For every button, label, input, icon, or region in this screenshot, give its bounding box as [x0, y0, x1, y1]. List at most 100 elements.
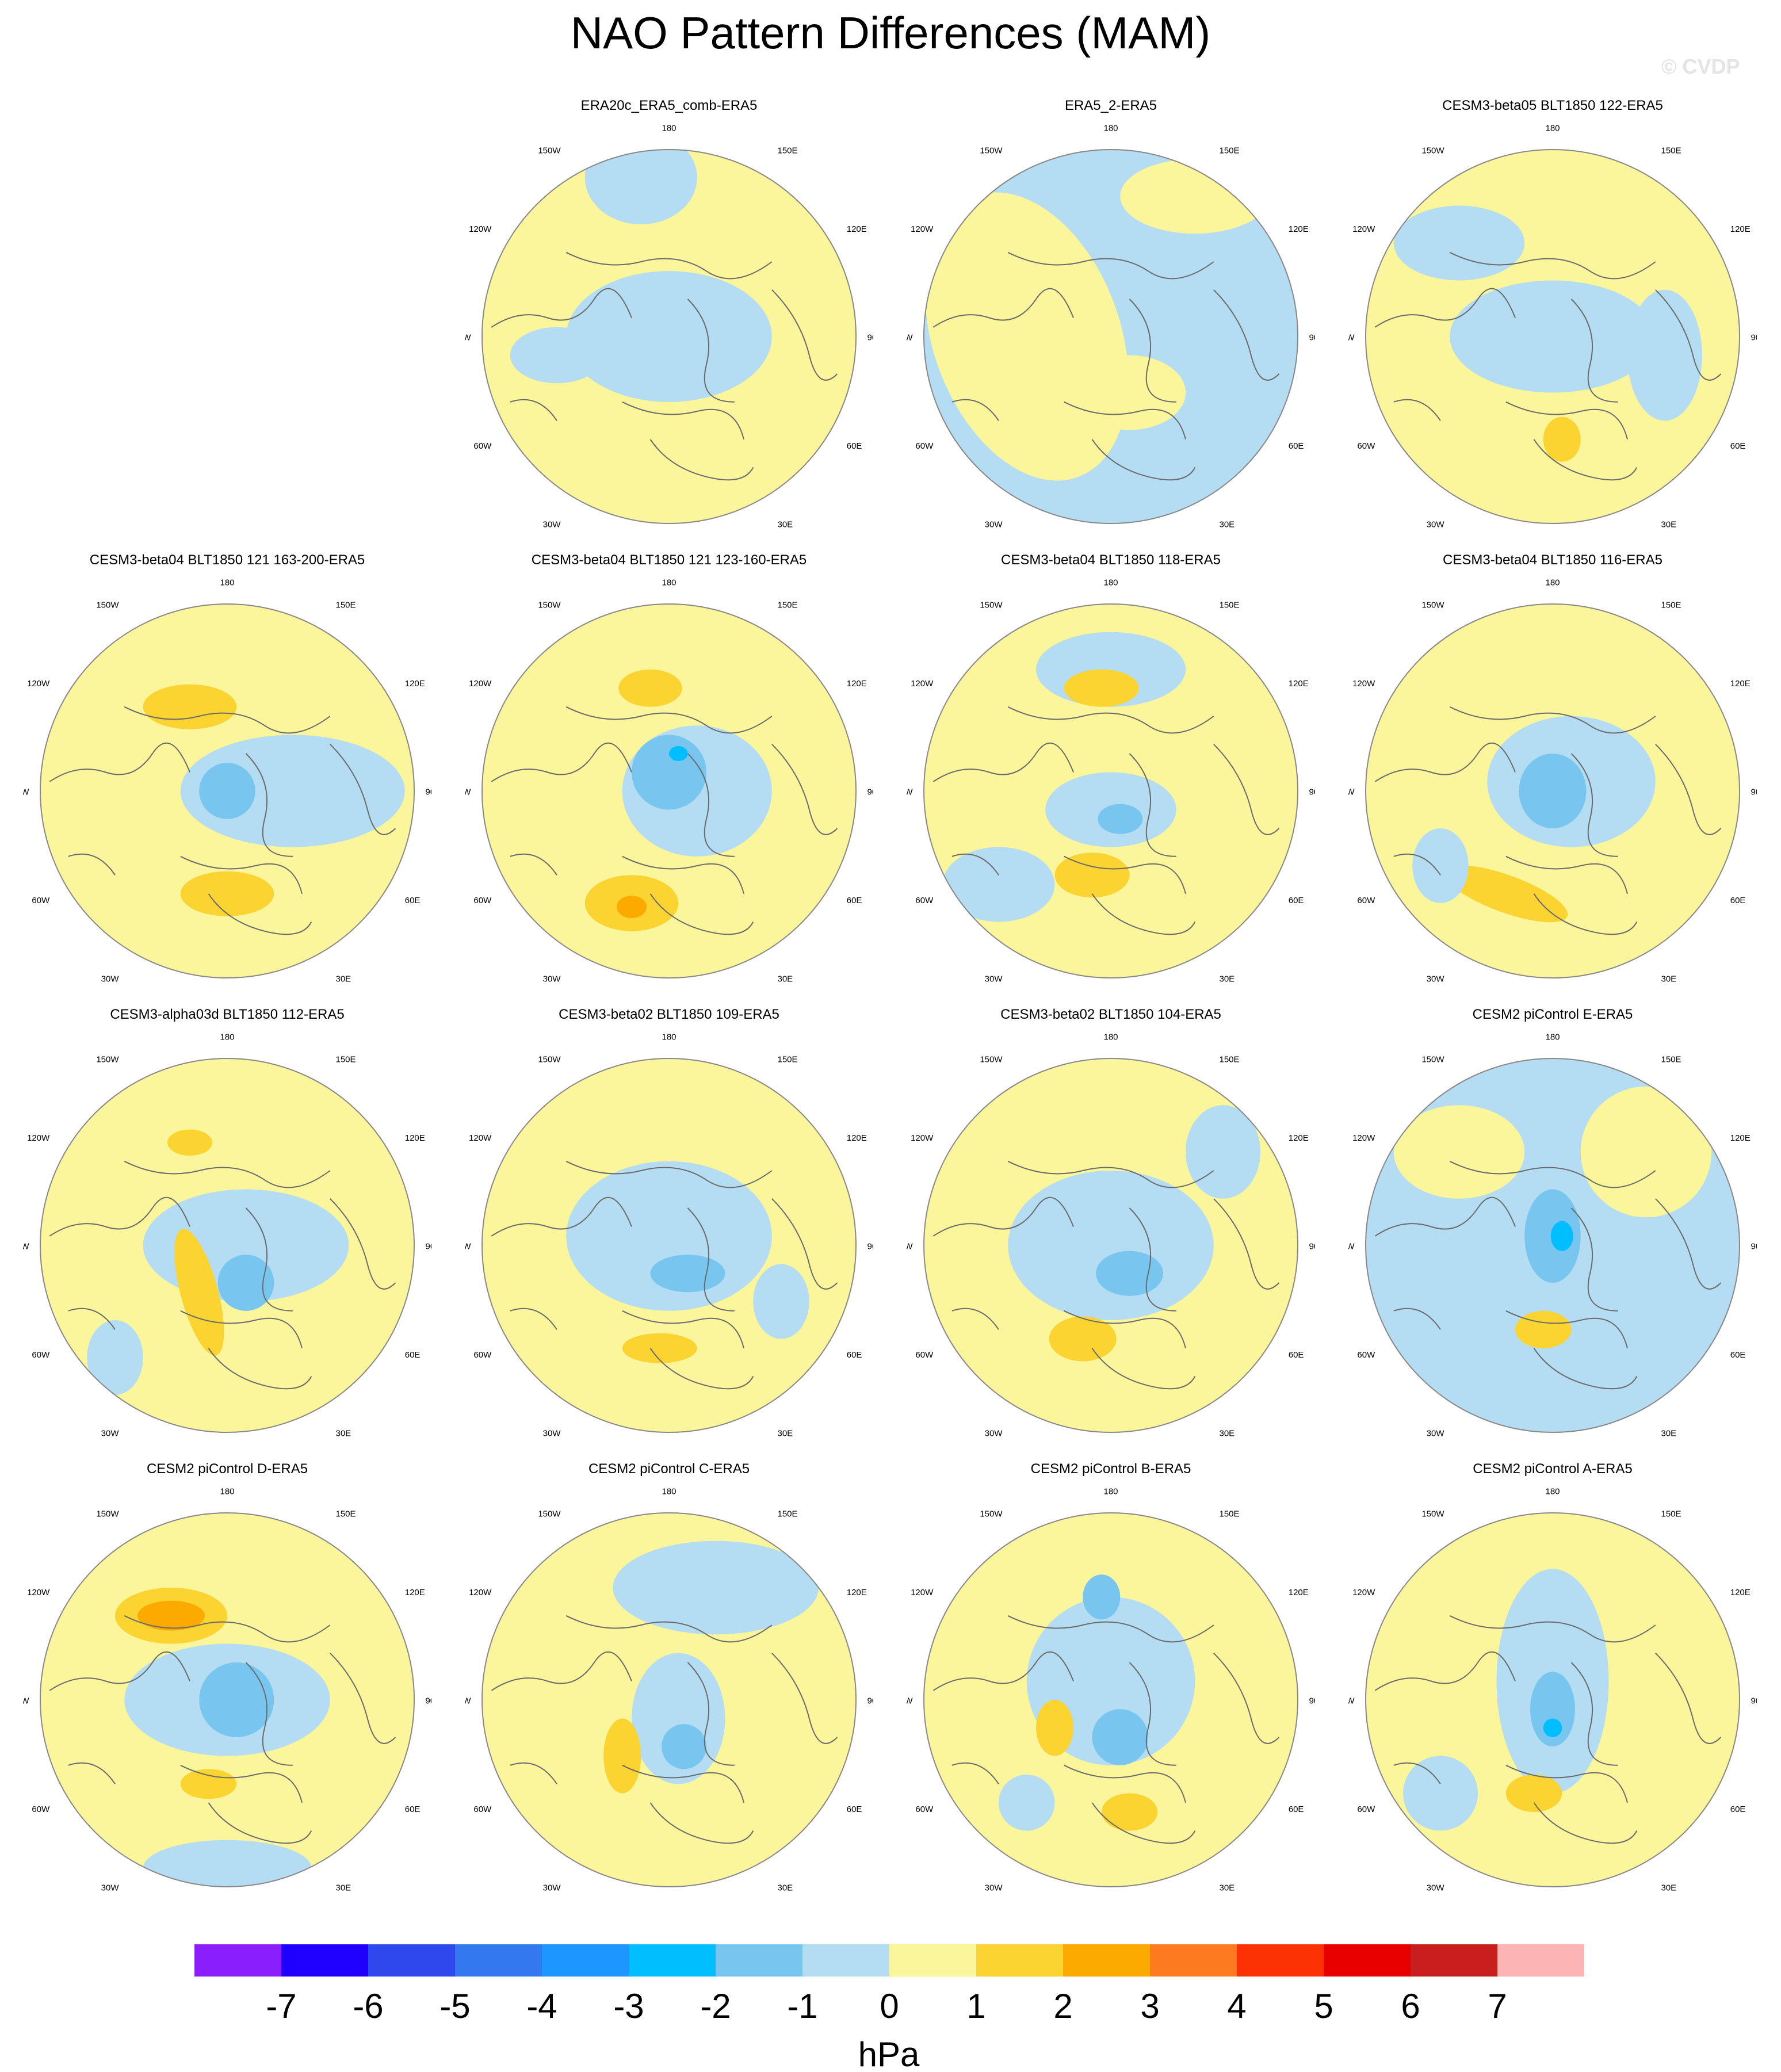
- longitude-label: 30W: [985, 1883, 1003, 1893]
- coastline: [1129, 299, 1176, 403]
- longitude-label: 150W: [980, 601, 1003, 610]
- coastline: [1091, 439, 1196, 481]
- longitude-label: 120W: [27, 1588, 50, 1597]
- longitude-label: 90E: [426, 1242, 432, 1252]
- coastline: [565, 251, 773, 280]
- colorbar-box: [455, 1944, 542, 1977]
- longitude-label: 90W: [465, 787, 471, 797]
- longitude-label: 30E: [1661, 1883, 1677, 1893]
- colorbar-box: [368, 1944, 455, 1977]
- colorbar-tick-label: -6: [353, 1987, 383, 2025]
- coastline: [1091, 1802, 1196, 1844]
- coastline: [1064, 1310, 1186, 1349]
- coastline: [1213, 1653, 1280, 1744]
- coastline: [622, 855, 744, 894]
- contour-region: [1064, 669, 1139, 707]
- coastline: [649, 1802, 754, 1844]
- contour-region: [669, 746, 688, 761]
- coastline: [1505, 1764, 1628, 1803]
- colorbar-tick-label: -1: [787, 1987, 817, 2025]
- page-title: NAO Pattern Differences (MAM): [570, 7, 1211, 58]
- longitude-label: 90E: [1309, 1696, 1316, 1706]
- longitude-label: 150W: [96, 1055, 119, 1065]
- longitude-label: 150W: [96, 601, 119, 610]
- colorbar-tick-label: 0: [880, 1987, 899, 2025]
- longitude-label: 30E: [1220, 1883, 1235, 1893]
- longitude-label: 60W: [915, 441, 934, 451]
- contour-region: [1083, 1574, 1121, 1620]
- longitude-label: 60W: [32, 896, 50, 905]
- contour-region: [1550, 1221, 1573, 1251]
- longitude-label: 150E: [1220, 1509, 1240, 1519]
- watermark: © CVDP: [1661, 55, 1740, 78]
- longitude-label: 30W: [101, 1883, 120, 1893]
- map-panel: CESM3-beta05 BLT1850 122-ERA5180090W90E1…: [1348, 98, 1757, 535]
- longitude-label: 150W: [96, 1509, 119, 1519]
- contour-region: [174, 1229, 224, 1356]
- map-outline: [1365, 603, 1740, 978]
- coastline: [932, 742, 1074, 782]
- longitude-label: 90W: [23, 787, 29, 797]
- longitude-label: 60E: [1730, 1805, 1746, 1814]
- coastline: [1374, 742, 1516, 782]
- longitude-label: 150W: [980, 1509, 1003, 1519]
- longitude-label: 60E: [847, 441, 862, 451]
- coastline: [951, 1762, 999, 1784]
- coastline: [49, 742, 190, 782]
- panel-title: CESM3-beta04 BLT1850 121 163-200-ERA5: [89, 552, 365, 568]
- longitude-label: 120E: [1730, 679, 1751, 689]
- longitude-label: 120E: [1730, 1588, 1751, 1597]
- coastline: [510, 1308, 557, 1330]
- longitude-label: 30E: [778, 974, 793, 984]
- coastline: [1533, 1802, 1638, 1844]
- longitude-label: 90W: [465, 1242, 471, 1252]
- longitude-label: 30W: [985, 520, 1003, 530]
- coastline: [245, 1207, 293, 1312]
- contour-region: [1580, 1086, 1712, 1218]
- longitude-label: 180: [1545, 1487, 1560, 1497]
- contour-region: [199, 1662, 274, 1737]
- longitude-label: 180: [662, 578, 676, 588]
- colorbar-box: [194, 1944, 281, 1977]
- longitude-label: 180: [1545, 578, 1560, 588]
- coastline: [932, 1651, 1074, 1691]
- polar-map: 180090W90E150W120W60W30W150E120E60E30E: [465, 578, 873, 984]
- contour-region: [566, 271, 772, 402]
- longitude-label: 120W: [469, 679, 492, 689]
- longitude-label: 60E: [405, 896, 421, 905]
- colorbar-box: [1324, 1944, 1411, 1977]
- panel-title: CESM3-beta02 BLT1850 109-ERA5: [559, 1007, 779, 1022]
- coastline: [1393, 1308, 1441, 1330]
- coastline: [68, 1762, 116, 1784]
- contour-region: [1186, 1105, 1260, 1199]
- coastline: [565, 706, 773, 734]
- longitude-label: 30W: [543, 520, 561, 530]
- longitude-label: 120E: [405, 1133, 425, 1143]
- map-panel: CESM3-beta02 BLT1850 104-ERA5180090W90E1…: [907, 1007, 1315, 1444]
- longitude-label: 180: [662, 1487, 676, 1497]
- coastline: [208, 893, 312, 935]
- map-panel: ERA5_2-ERA5180090W90E150W120W60W30W150E1…: [907, 98, 1315, 535]
- contour-region: [143, 684, 237, 729]
- longitude-label: 150E: [336, 601, 356, 610]
- polar-map: 180090W90E150W120W60W30W150E120E60E30E: [907, 124, 1315, 530]
- coastline: [68, 853, 116, 876]
- map-panel: CESM3-beta04 BLT1850 121 163-200-ERA5 180…: [23, 552, 431, 989]
- longitude-label: 90W: [907, 1696, 913, 1706]
- longitude-label: 180: [662, 1033, 676, 1042]
- map-outline: [923, 149, 1298, 524]
- contour-region: [925, 192, 1129, 481]
- coastline: [245, 753, 293, 857]
- contour-region: [180, 871, 274, 916]
- coastline: [124, 1615, 331, 1643]
- longitude-label: 90E: [1751, 1696, 1757, 1706]
- longitude-label: 60W: [1357, 1805, 1375, 1814]
- coastline: [565, 1615, 773, 1643]
- polar-map: 180090W90E150W120W60W30W150E120E60E30E: [1348, 124, 1757, 530]
- map-panel: CESM2 piControl C-ERA5180090W90E150W120W…: [465, 1461, 873, 1898]
- coastline: [622, 1764, 744, 1803]
- coastline: [510, 853, 557, 876]
- contour-region: [1393, 1105, 1525, 1199]
- coastline: [951, 1308, 999, 1330]
- longitude-label: 60E: [1730, 896, 1746, 905]
